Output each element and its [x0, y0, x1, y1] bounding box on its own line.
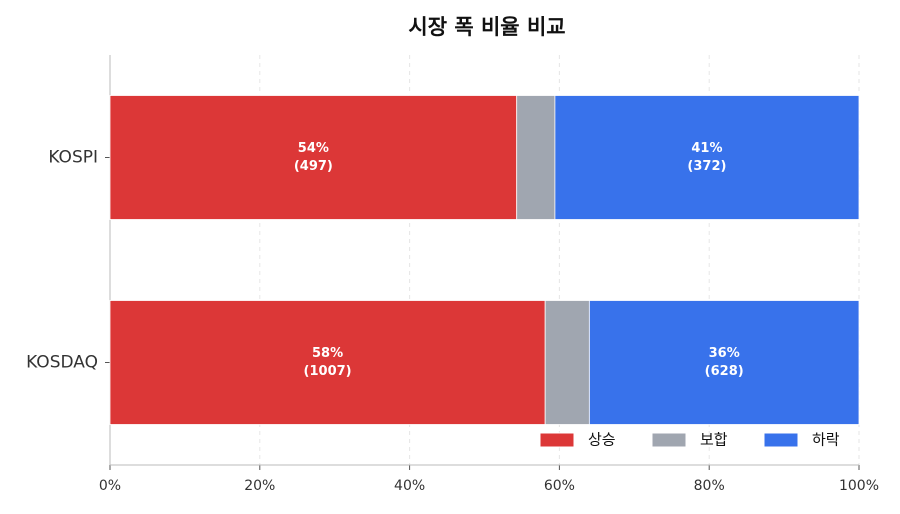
- bar-segment: [109, 95, 518, 220]
- data-label: (372): [687, 159, 726, 174]
- x-tick-label: 0%: [99, 478, 121, 494]
- legend-label: 상승: [588, 431, 616, 449]
- x-tick-label: 20%: [244, 478, 275, 494]
- bar-segment: [554, 95, 860, 220]
- x-tick-label: 100%: [839, 478, 879, 494]
- data-label: 36%: [709, 346, 740, 361]
- y-tick-label: KOSPI: [48, 148, 98, 168]
- x-tick-label: 40%: [394, 478, 425, 494]
- legend-label: 하락: [812, 431, 840, 449]
- legend-swatch: [651, 432, 687, 448]
- y-tick-label: KOSDAQ: [26, 353, 98, 373]
- chart-title: 시장 폭 비율 비교: [408, 15, 565, 39]
- bar-segment: [516, 95, 556, 220]
- data-label: 41%: [691, 141, 722, 156]
- x-tick-label: 60%: [544, 478, 575, 494]
- legend-swatch: [763, 432, 799, 448]
- x-tick-label: 80%: [694, 478, 725, 494]
- legend-swatch: [539, 432, 575, 448]
- bar-segment: [588, 300, 860, 425]
- data-label: 54%: [298, 141, 329, 156]
- data-label: (628): [705, 364, 744, 379]
- legend-label: 보합: [700, 431, 728, 449]
- bar-segment: [544, 300, 590, 425]
- bar-segment: [109, 300, 546, 425]
- data-label: 58%: [312, 346, 343, 361]
- data-label: (497): [294, 159, 333, 174]
- data-label: (1007): [304, 364, 352, 379]
